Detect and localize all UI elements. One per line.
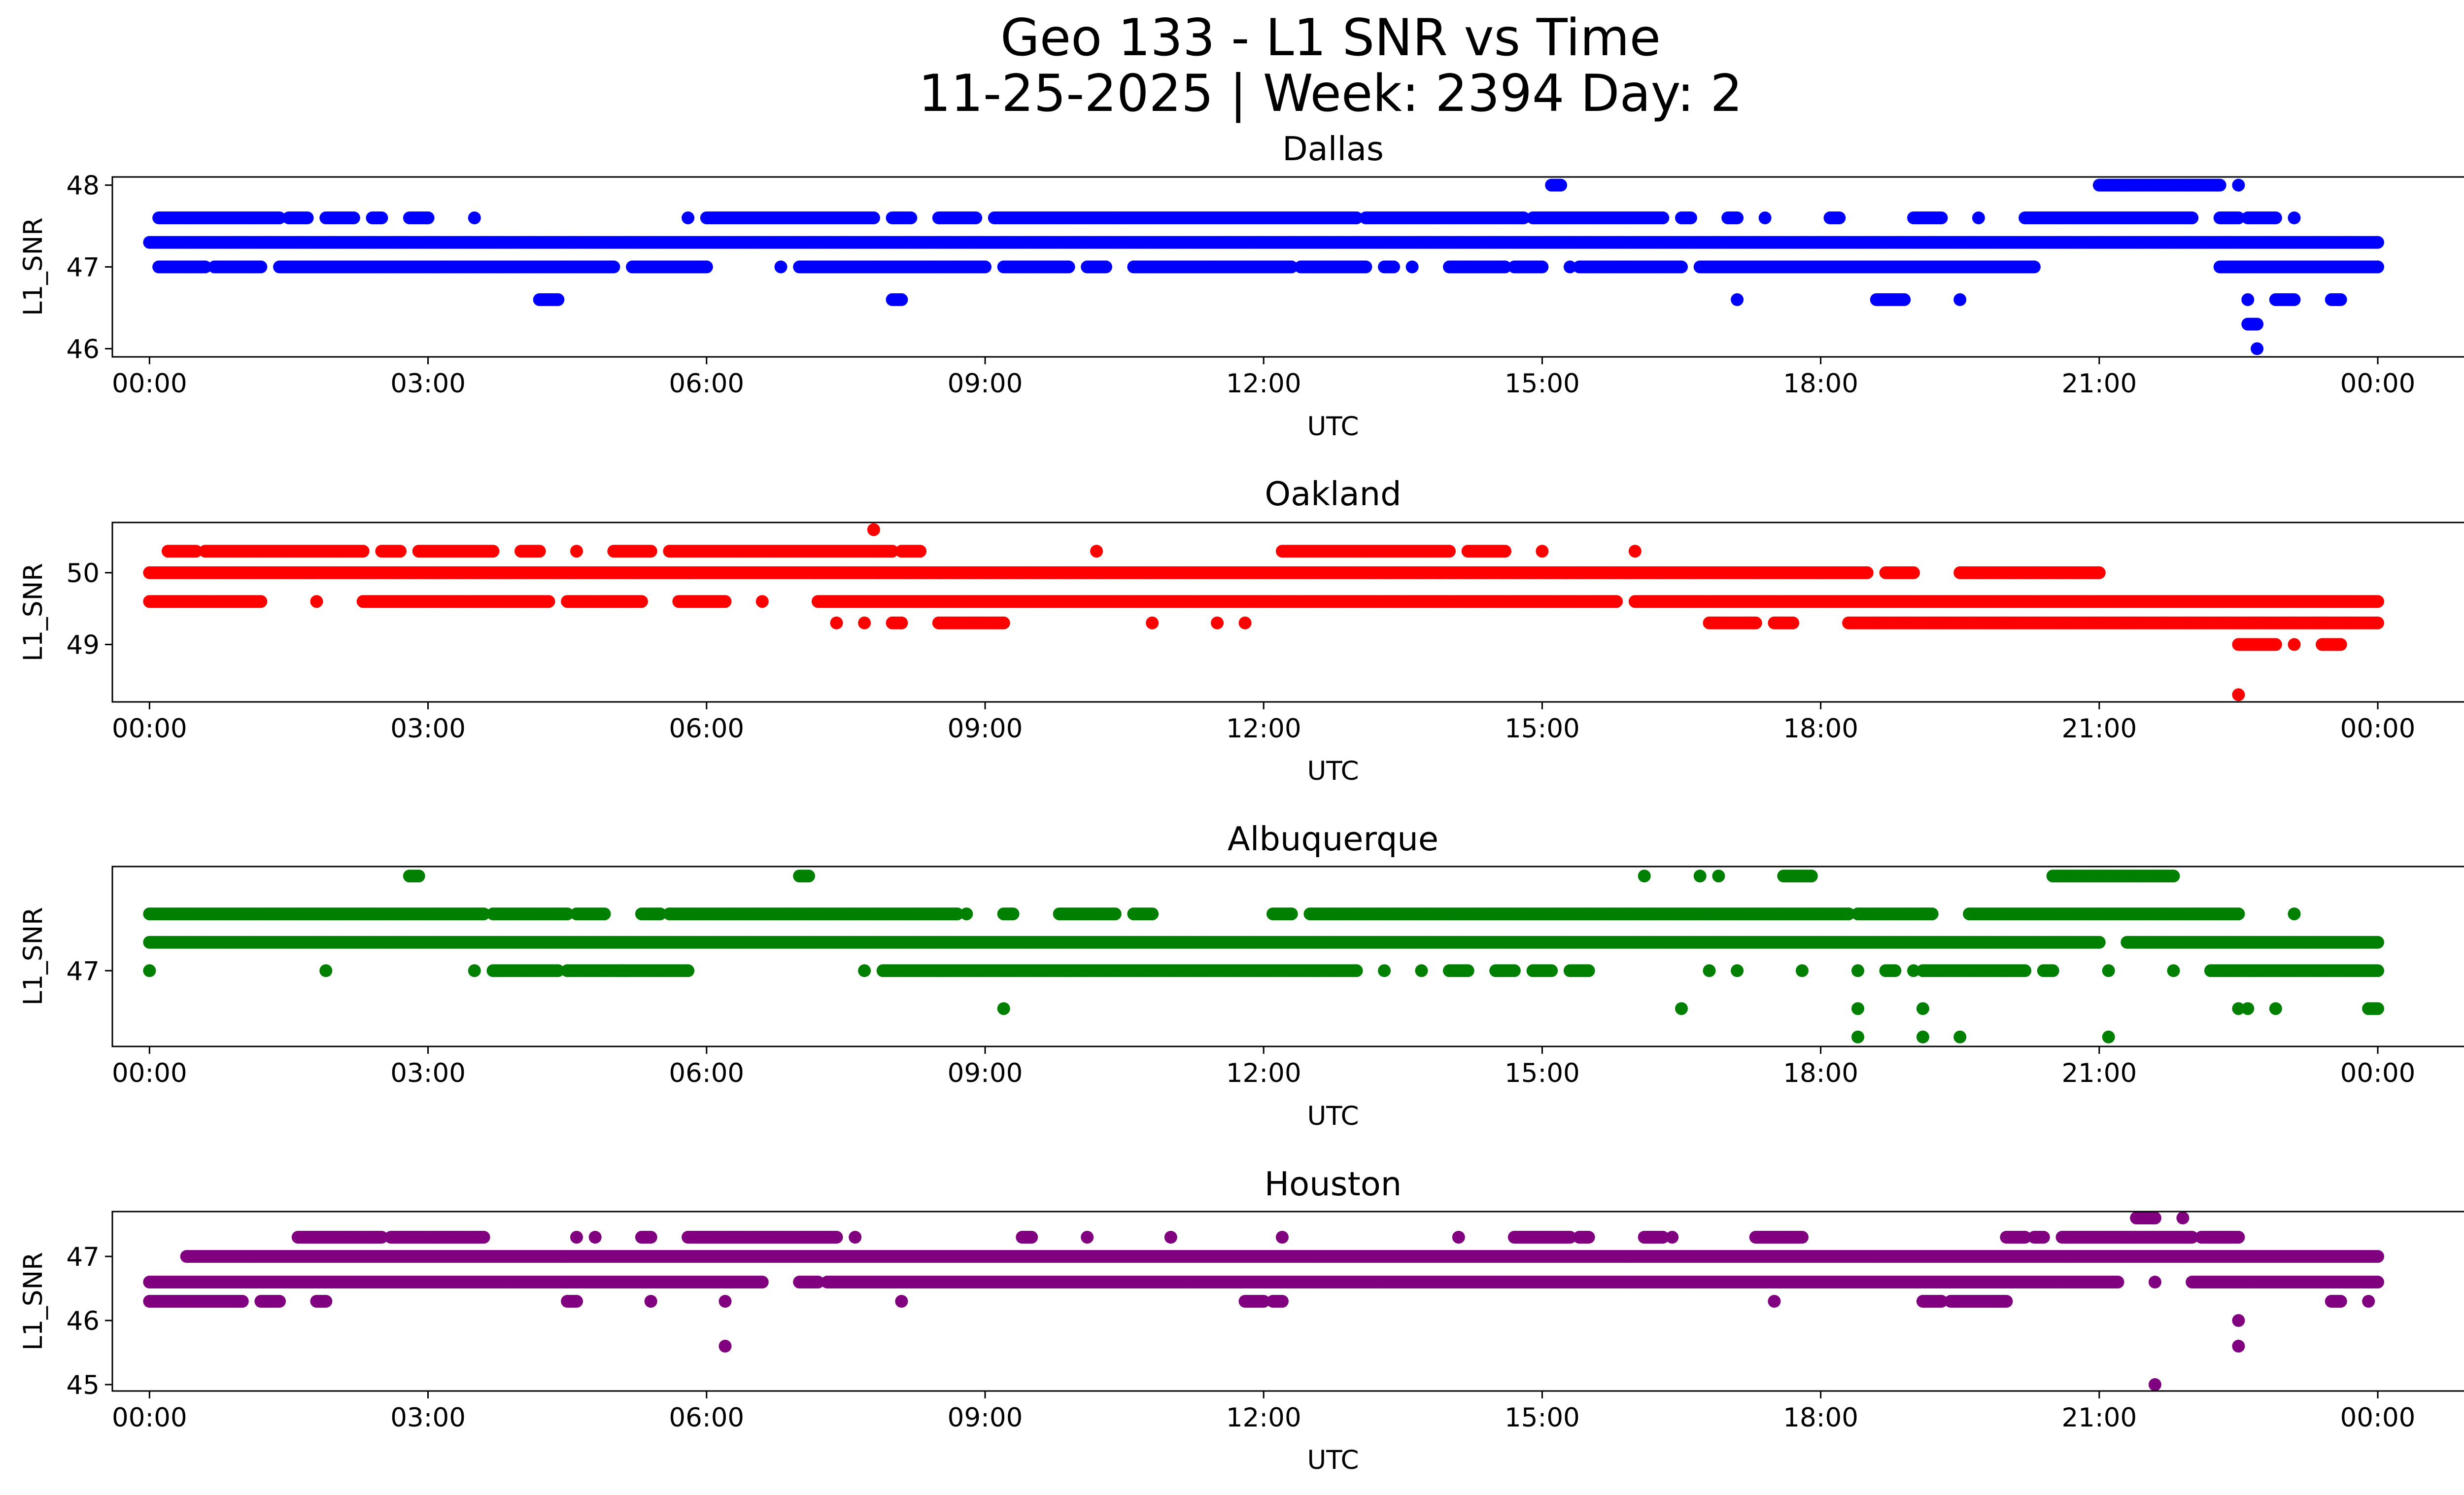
data-point: [700, 260, 713, 274]
data-point: [969, 211, 983, 224]
data-point: [1499, 260, 1511, 274]
data-point: [2092, 566, 2106, 579]
data-point: [2334, 293, 2347, 306]
data-point: [867, 211, 880, 224]
data-point: [1898, 293, 1911, 306]
data-point: [1758, 211, 1772, 224]
data-point: [1517, 211, 1530, 224]
y-tick-label: 48: [67, 171, 100, 201]
data-point: [1935, 211, 1948, 224]
data-point: [755, 595, 769, 608]
x-tick-label: 09:00: [948, 369, 1023, 399]
panel-points: [143, 523, 2384, 701]
data-point: [895, 293, 908, 306]
data-point: [1554, 178, 1568, 192]
data-point: [682, 211, 695, 224]
data-point: [1907, 566, 1920, 579]
data-point: [551, 293, 565, 306]
panel-title: Dallas: [1282, 130, 1384, 168]
data-point: [1675, 260, 1688, 274]
data-point: [2213, 178, 2226, 192]
data-point: [254, 595, 268, 608]
data-point: [2251, 317, 2264, 331]
data-point: [1860, 566, 1874, 579]
x-tick-label: 00:00: [2340, 369, 2416, 399]
data-point: [2371, 236, 2384, 249]
data-point: [1099, 260, 1112, 274]
data-point: [310, 595, 323, 608]
x-ticks: 00:00 03:00 06:00 09:00 12:00 15:00 18:00 21:00…: [112, 357, 2415, 399]
x-tick-label: 18:00: [1783, 369, 1858, 399]
data-point: [1536, 260, 1549, 274]
data-point: [635, 595, 648, 608]
data-point: [1833, 211, 1846, 224]
x-tick-label: 06:00: [669, 369, 744, 399]
data-point: [1359, 260, 1372, 274]
y-tick-label: 46: [67, 334, 100, 364]
x-tick-label: 03:00: [390, 369, 466, 399]
data-point: [1405, 260, 1419, 274]
x-tick-label: 15:00: [1505, 369, 1580, 399]
data-point: [1684, 211, 1697, 224]
data-point: [2186, 211, 2199, 224]
data-point: [774, 260, 787, 274]
data-point: [2288, 211, 2301, 224]
data-point: [542, 595, 555, 608]
data-point: [1953, 293, 1967, 306]
data-point: [1731, 211, 1744, 224]
data-point: [273, 211, 286, 224]
data-point: [1285, 260, 1298, 274]
x-tick-label: 00:00: [112, 369, 187, 399]
data-point: [2371, 260, 2384, 274]
figure-title-line1: Geo 133 - L1 SNR vs Time: [1000, 8, 1661, 68]
data-point: [2232, 178, 2245, 192]
x-axis-label: UTC: [1307, 412, 1359, 442]
data-point: [199, 260, 212, 274]
x-tick-label: 21:00: [2061, 369, 2137, 399]
data-point: [421, 211, 435, 224]
panel-title: Oakland: [1265, 475, 1401, 513]
data-point: [607, 260, 620, 274]
data-point: [1656, 211, 1670, 224]
data-point: [2027, 260, 2041, 274]
data-point: [904, 211, 918, 224]
data-point: [254, 260, 268, 274]
data-point: [468, 211, 481, 224]
x-tick-label: 12:00: [1226, 369, 1301, 399]
data-point: [1563, 260, 1576, 274]
y-axis-label: L1_SNR: [18, 217, 48, 316]
figure-title-line2: 11-25-2025 | Week: 2394 Day: 2: [919, 64, 1743, 123]
data-point: [1387, 260, 1400, 274]
data-point: [2288, 293, 2301, 306]
panel-dallas: Dallas 00:00 03:00 06:00 09:00 12:00 15:00 18:…: [18, 130, 2464, 442]
data-point: [2269, 211, 2282, 224]
data-point: [719, 595, 732, 608]
data-point: [1610, 595, 1623, 608]
y-ticks: 46 47 48: [67, 171, 112, 364]
panel-oakland: Oakland 00:00 03:00 06:00 09:00 12:00 15:00 18…: [18, 475, 2464, 786]
data-point: [979, 260, 992, 274]
y-tick-label: 47: [67, 253, 100, 283]
data-point: [301, 211, 314, 224]
data-point: [2232, 211, 2245, 224]
data-point: [1972, 211, 1985, 224]
data-point: [375, 211, 388, 224]
data-point: [1350, 211, 1363, 224]
data-point: [1731, 293, 1744, 306]
data-point: [2241, 293, 2255, 306]
panel-points: [143, 178, 2384, 355]
data-point: [2251, 342, 2264, 355]
data-point: [347, 211, 360, 224]
data-point: [1062, 260, 1075, 274]
